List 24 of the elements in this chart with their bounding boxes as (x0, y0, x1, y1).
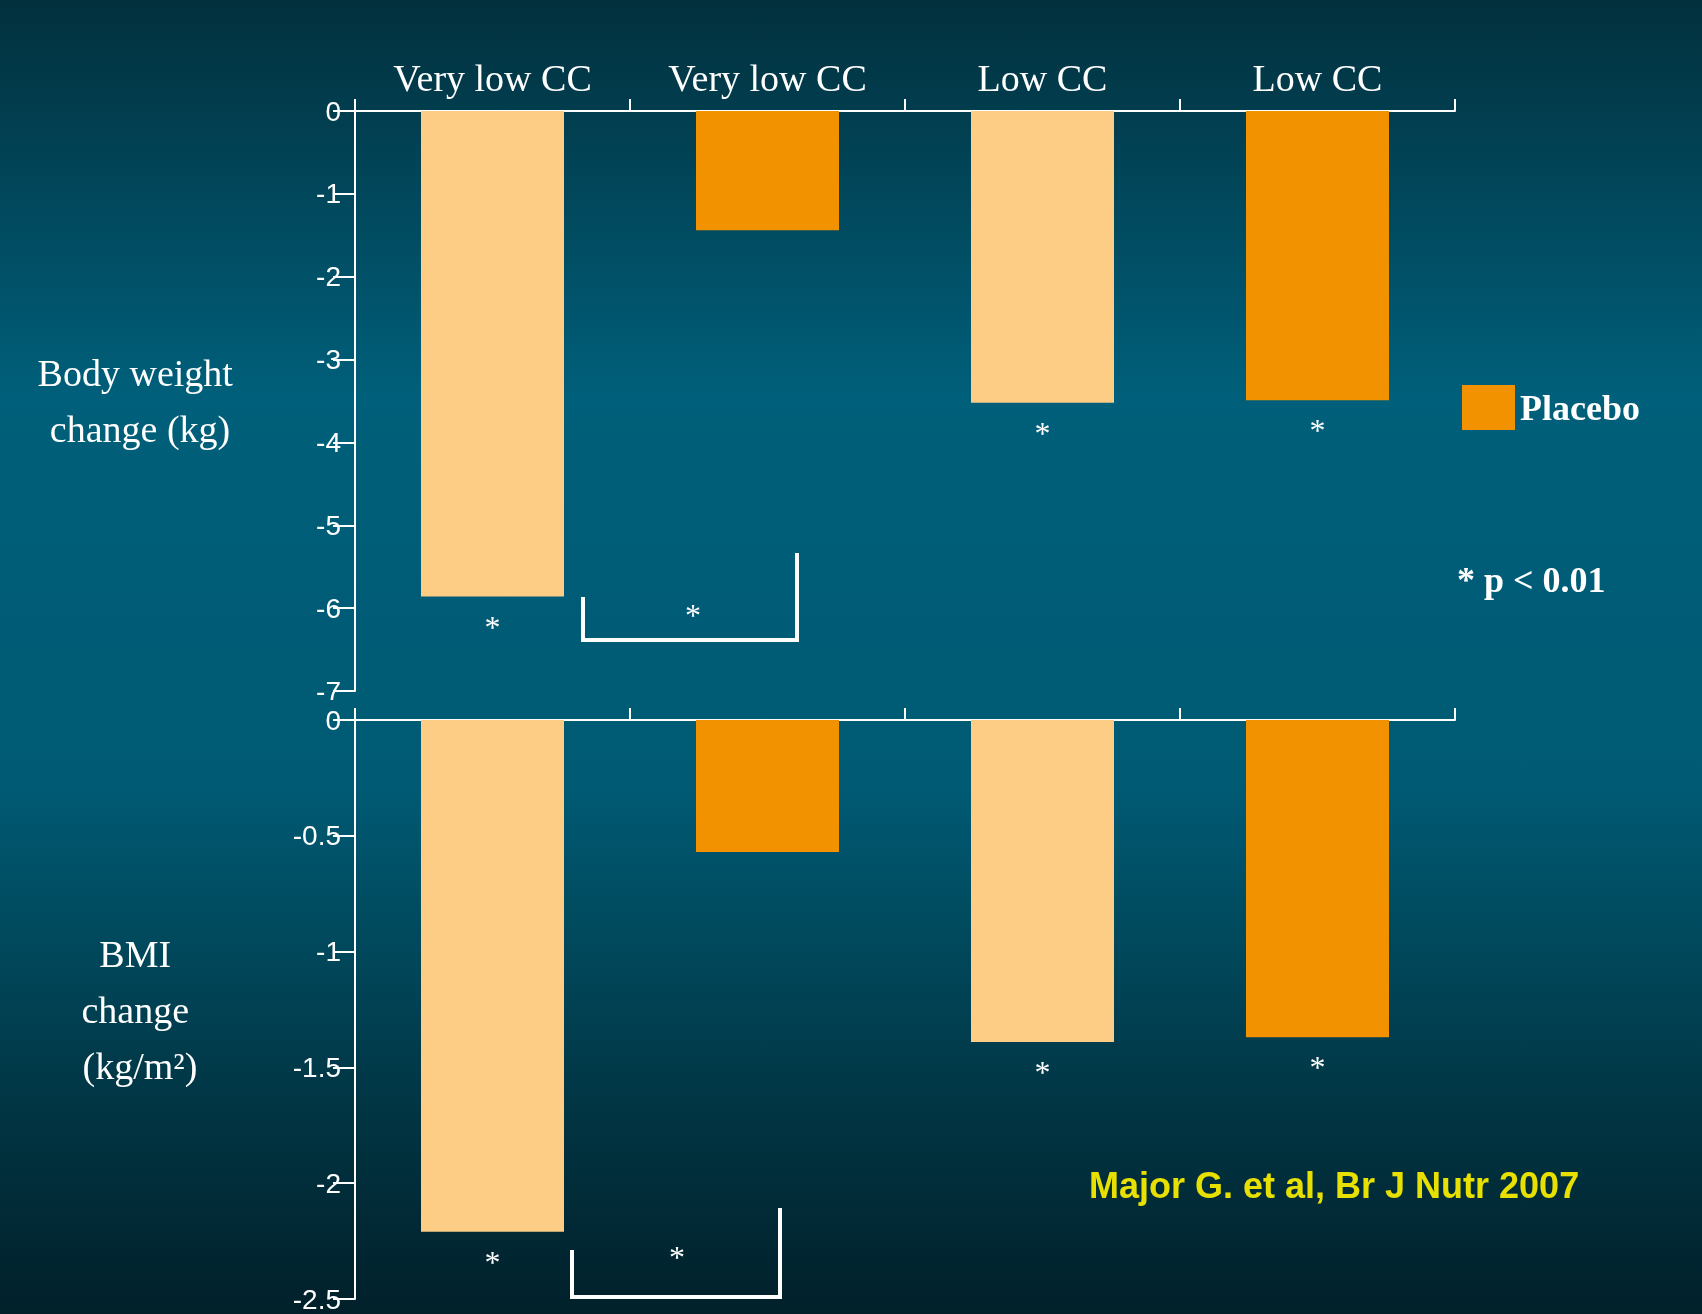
y-axis-title: Body weight change (kg) (37, 352, 243, 451)
x-tick-label: Very low CC (393, 57, 592, 99)
y-tick-label: -0.5 (292, 820, 341, 852)
y-tick-label: -1 (316, 178, 341, 210)
y-axis-title: BMI change (kg/m²) (81, 932, 199, 1088)
annotation: Major G. et al, Br J Nutr 2007 (1089, 1164, 1580, 1206)
x-tick-label: Low CC (1252, 57, 1383, 99)
y-tick-label: -2.5 (292, 1283, 341, 1314)
annotation: * (484, 1243, 501, 1280)
x-tick-label: Very low CC (668, 57, 867, 99)
annotation: * (1309, 412, 1326, 449)
legend-label: Placebo (1520, 387, 1640, 428)
annotation: * (484, 608, 501, 645)
annotation: * (1034, 1053, 1051, 1090)
annotation: * (669, 1239, 685, 1275)
annotation: * (1034, 414, 1051, 451)
x-tick-label: Low CC (977, 57, 1108, 99)
annotation: * (685, 597, 701, 633)
y-tick-label: -5 (316, 509, 341, 541)
text: * p < 0.01 (1457, 560, 1606, 600)
y-tick-label: -4 (316, 426, 341, 458)
annotation: * (1309, 1049, 1326, 1086)
y-tick-label: -1.5 (292, 1051, 341, 1083)
y-tick-label: -1 (316, 936, 341, 968)
